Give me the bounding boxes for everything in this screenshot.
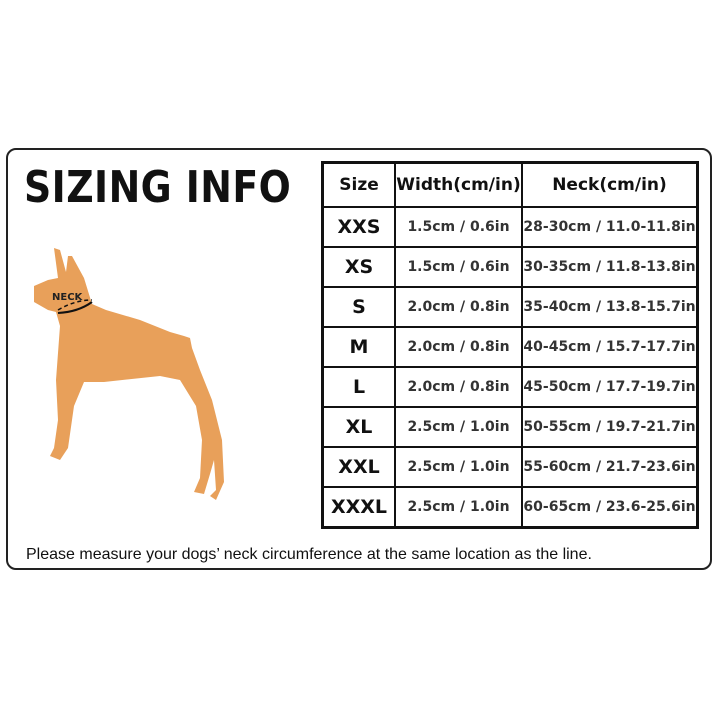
cell-neck: 55-60cm / 21.7-23.6in	[521, 446, 699, 488]
cell-size: XL	[321, 406, 396, 448]
cell-size: M	[321, 326, 396, 368]
table-row: S 2.0cm / 0.8in 35-40cm / 13.8-15.7in	[321, 286, 699, 328]
cell-size: XS	[321, 246, 396, 288]
cell-neck: 50-55cm / 19.7-21.7in	[521, 406, 699, 448]
cell-width: 2.5cm / 1.0in	[394, 446, 523, 488]
cell-neck: 60-65cm / 23.6-25.6in	[521, 486, 699, 529]
header-neck: Neck(cm/in)	[521, 161, 699, 208]
cell-width: 2.0cm / 0.8in	[394, 366, 523, 408]
cell-size: L	[321, 366, 396, 408]
size-table: Size Width(cm/in) Neck(cm/in) XXS 1.5cm /…	[321, 161, 699, 529]
cell-width: 1.5cm / 0.6in	[394, 206, 523, 248]
cell-neck: 35-40cm / 13.8-15.7in	[521, 286, 699, 328]
cell-width: 2.5cm / 1.0in	[394, 486, 523, 529]
cell-size: XXS	[321, 206, 396, 248]
table-row: XXS 1.5cm / 0.6in 28-30cm / 11.0-11.8in	[321, 206, 699, 248]
table-row: M 2.0cm / 0.8in 40-45cm / 15.7-17.7in	[321, 326, 699, 368]
measure-note: Please measure your dogs’ neck circumfer…	[26, 546, 592, 563]
sizing-card	[6, 148, 712, 570]
cell-neck: 28-30cm / 11.0-11.8in	[521, 206, 699, 248]
header-width: Width(cm/in)	[394, 161, 523, 208]
cell-size: XXL	[321, 446, 396, 488]
cell-neck: 45-50cm / 17.7-19.7in	[521, 366, 699, 408]
cell-width: 2.0cm / 0.8in	[394, 286, 523, 328]
header-size: Size	[321, 161, 396, 208]
cell-width: 2.0cm / 0.8in	[394, 326, 523, 368]
cell-width: 2.5cm / 1.0in	[394, 406, 523, 448]
dog-silhouette-icon: NECK	[34, 248, 224, 500]
page-title: SIZING INFO	[24, 162, 292, 213]
neck-label: NECK	[52, 292, 84, 303]
table-row: XXXL 2.5cm / 1.0in 60-65cm / 23.6-25.6in	[321, 486, 699, 529]
cell-neck: 30-35cm / 11.8-13.8in	[521, 246, 699, 288]
cell-size: S	[321, 286, 396, 328]
table-row: XL 2.5cm / 1.0in 50-55cm / 19.7-21.7in	[321, 406, 699, 448]
table-row: XS 1.5cm / 0.6in 30-35cm / 11.8-13.8in	[321, 246, 699, 288]
cell-size: XXXL	[321, 486, 396, 529]
cell-neck: 40-45cm / 15.7-17.7in	[521, 326, 699, 368]
table-header-row: Size Width(cm/in) Neck(cm/in)	[321, 161, 699, 208]
table-row: L 2.0cm / 0.8in 45-50cm / 17.7-19.7in	[321, 366, 699, 408]
table-row: XXL 2.5cm / 1.0in 55-60cm / 21.7-23.6in	[321, 446, 699, 488]
cell-width: 1.5cm / 0.6in	[394, 246, 523, 288]
